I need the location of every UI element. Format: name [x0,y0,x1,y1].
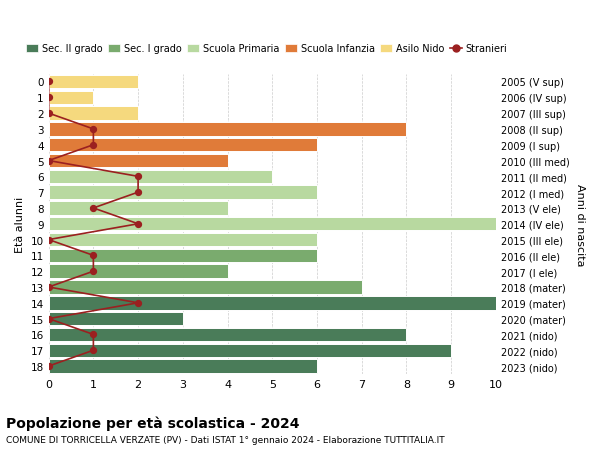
Bar [49,249,317,263]
Point [133,221,143,228]
Point [44,78,53,86]
Point [89,347,98,354]
Bar [49,155,227,168]
Point [44,157,53,165]
Point [44,236,53,244]
Bar [49,218,496,231]
Legend: Sec. II grado, Sec. I grado, Scuola Primaria, Scuola Infanzia, Asilo Nido, Stran: Sec. II grado, Sec. I grado, Scuola Prim… [22,40,511,58]
Bar [49,123,406,136]
Text: Popolazione per età scolastica - 2024: Popolazione per età scolastica - 2024 [6,415,299,430]
Bar [49,202,227,215]
Y-axis label: Anni di nascita: Anni di nascita [575,183,585,265]
Bar [49,265,227,278]
Point [44,284,53,291]
Point [133,299,143,307]
Point [133,174,143,181]
Bar [49,107,138,121]
Point [89,268,98,275]
Bar [49,170,272,184]
Bar [49,328,406,341]
Point [44,110,53,118]
Bar [49,76,138,89]
Point [89,142,98,149]
Point [44,95,53,102]
Bar [49,312,183,325]
Point [44,363,53,370]
Point [44,315,53,323]
Bar [49,139,317,152]
Y-axis label: Età alunni: Età alunni [15,196,25,252]
Bar [49,186,317,199]
Point [89,126,98,133]
Bar [49,91,94,105]
Point [89,205,98,212]
Bar [49,280,362,294]
Text: COMUNE DI TORRICELLA VERZATE (PV) - Dati ISTAT 1° gennaio 2024 - Elaborazione TU: COMUNE DI TORRICELLA VERZATE (PV) - Dati… [6,435,445,444]
Point [89,331,98,338]
Point [133,189,143,196]
Bar [49,359,317,373]
Bar [49,297,496,310]
Bar [49,344,451,357]
Bar [49,233,317,247]
Point [89,252,98,259]
